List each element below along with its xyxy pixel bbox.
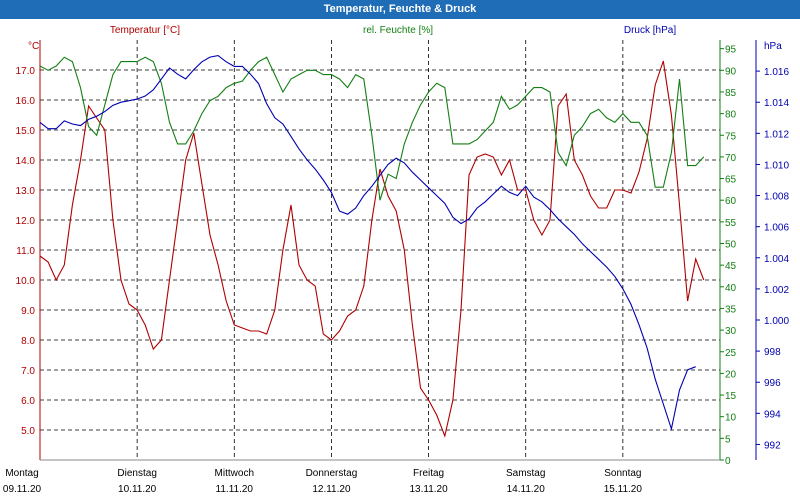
series-line-temperature [39, 60, 705, 438]
humidity-tick-label: 65 [725, 175, 737, 186]
humidity-tick-label: 95 [725, 45, 737, 56]
humidity-tick-label: 30 [725, 326, 737, 337]
pressure-tick-label: 998 [764, 347, 781, 358]
x-tick-day-label: Donnerstag [306, 468, 358, 479]
temperature-tick-label: 13.0 [16, 186, 36, 197]
humidity-tick-label: 70 [725, 153, 737, 164]
temperature-tick-label: 5.0 [21, 426, 35, 437]
x-tick-date-label: 15.11.20 [604, 484, 643, 495]
humidity-tick-label: 80 [725, 110, 737, 121]
pressure-unit: hPa [764, 41, 782, 52]
temperature-tick-label: 8.0 [21, 336, 35, 347]
humidity-tick-label: 25 [725, 348, 737, 359]
x-tick-day-label: Montag [5, 468, 38, 479]
pressure-tick-label: 994 [764, 409, 781, 420]
humidity-tick-label: 0 [725, 456, 731, 467]
pressure-tick-label: 1.000 [764, 316, 789, 327]
x-tick-date-label: 12.11.20 [312, 484, 351, 495]
temperature-tick-label: 7.0 [21, 366, 35, 377]
temperature-tick-label: 10.0 [16, 276, 36, 287]
temperature-tick-label: 14.0 [16, 156, 36, 167]
temperature-tick-label: 16.0 [16, 96, 36, 107]
temperature-tick-label: 9.0 [21, 306, 35, 317]
pressure-tick-label: 992 [764, 440, 781, 451]
temperature-tick-label: 12.0 [16, 216, 36, 227]
humidity-tick-label: 60 [725, 196, 737, 207]
humidity-tick-label: 10 [725, 413, 737, 424]
x-tick-day-label: Samstag [506, 468, 545, 479]
humidity-tick-label: 90 [725, 66, 737, 77]
humidity-tick-label: 50 [725, 240, 737, 251]
x-tick-day-label: Mittwoch [215, 468, 254, 479]
temperature-unit: °C [28, 41, 39, 52]
x-tick-date-label: 14.11.20 [507, 484, 546, 495]
temperature-tick-label: 15.0 [16, 126, 36, 137]
humidity-tick-label: 20 [725, 369, 737, 380]
temperature-tick-label: 17.0 [16, 66, 36, 77]
x-tick-date-label: 13.11.20 [409, 484, 448, 495]
pressure-tick-label: 996 [764, 378, 781, 389]
x-tick-date-label: 10.11.20 [118, 484, 157, 495]
pressure-tick-label: 1.004 [764, 254, 789, 265]
pressure-tick-label: 1.016 [764, 67, 789, 78]
humidity-axis-label: rel. Feuchte [%] [363, 25, 433, 36]
humidity-tick-label: 35 [725, 304, 737, 315]
x-tick-day-label: Dienstag [117, 468, 156, 479]
chart-area: 5.0 6.0 7.0 8.0 9.0 10.0 11.0 12.0 13.0 14.0 15.0 1… [0, 19, 800, 500]
series-line-humidity [39, 56, 705, 201]
humidity-tick-label: 40 [725, 283, 737, 294]
x-tick-day-label: Sonntag [604, 468, 641, 479]
pressure-tick-label: 1.008 [764, 192, 789, 203]
humidity-tick-label: 75 [725, 131, 737, 142]
temperature-tick-label: 11.0 [16, 246, 35, 257]
chart: 5.0 6.0 7.0 8.0 9.0 10.0 11.0 12.0 13.0 14.0 15.0 1… [3, 25, 790, 495]
humidity-tick-label: 55 [725, 218, 737, 229]
x-tick-day-label: Freitag [413, 468, 444, 479]
pressure-tick-label: 1.010 [764, 160, 789, 171]
series-line-pressure [39, 55, 696, 432]
pressure-tick-label: 1.002 [764, 285, 789, 296]
window-title: Temperatur, Feuchte & Druck [0, 0, 800, 19]
temperature-tick-label: 6.0 [21, 396, 35, 407]
pressure-tick-label: 1.012 [764, 129, 789, 140]
pressure-axis-label: Druck [hPa] [624, 25, 676, 36]
humidity-tick-label: 15 [725, 391, 737, 402]
humidity-tick-label: 45 [725, 261, 737, 272]
x-tick-date-label: 09.11.20 [3, 484, 42, 495]
x-tick-date-label: 11.11.20 [216, 484, 254, 495]
temperature-axis-label: Temperatur [°C] [110, 25, 180, 36]
humidity-tick-label: 85 [725, 88, 737, 99]
pressure-tick-label: 1.006 [764, 223, 789, 234]
humidity-tick-label: 5 [725, 434, 731, 445]
pressure-tick-label: 1.014 [764, 98, 789, 109]
